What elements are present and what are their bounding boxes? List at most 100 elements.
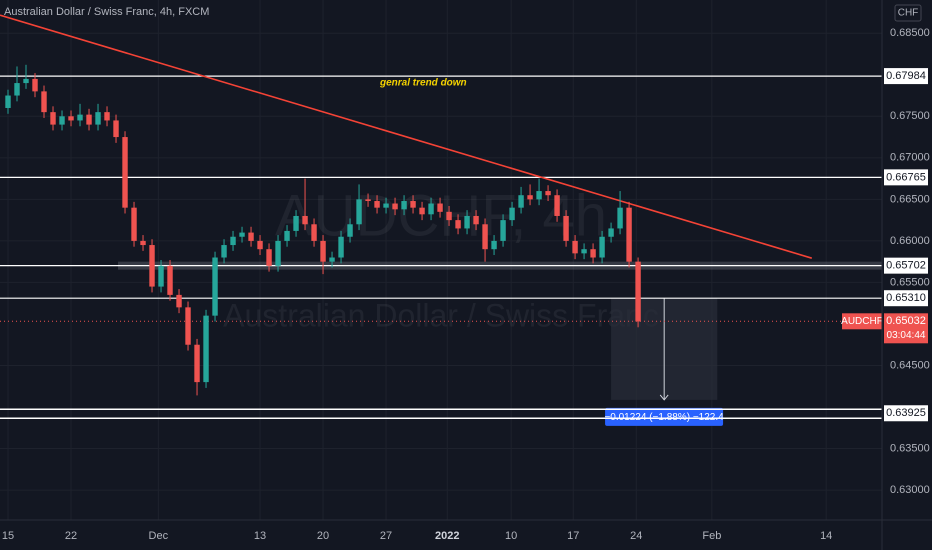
candle-body	[572, 240, 578, 254]
x-tick-label: 13	[254, 530, 266, 542]
candle-body	[374, 201, 380, 208]
candle-body	[131, 207, 137, 241]
candle-body	[617, 207, 623, 229]
y-tick-label: 0.64500	[890, 359, 930, 371]
candle-body	[518, 195, 524, 208]
candle-body	[365, 199, 371, 202]
watermark: AUDCHF, 4h	[275, 183, 607, 248]
candle-body	[23, 78, 29, 84]
candle-body	[626, 207, 632, 262]
candle-body	[329, 257, 335, 262]
y-tick-label: 0.67500	[890, 110, 930, 122]
candle-body	[428, 203, 434, 215]
watermark: Australian Dollar / Swiss Franc	[223, 297, 659, 333]
candle-body	[482, 224, 488, 250]
candle-body	[275, 240, 281, 266]
level-label: 0.65702	[886, 260, 926, 272]
candle-body	[50, 112, 56, 125]
candle-body	[104, 112, 110, 121]
candle-body	[347, 224, 353, 237]
candle-body	[635, 261, 641, 322]
candle-body	[554, 195, 560, 216]
measure-label-box	[605, 407, 724, 426]
candle-body	[464, 215, 470, 229]
candle-body	[86, 114, 92, 125]
candle-body	[149, 245, 155, 287]
candle-body	[536, 191, 542, 200]
candle-body	[455, 220, 461, 229]
x-tick-label: 27	[380, 530, 392, 542]
symbol-box	[842, 313, 882, 330]
candle-body	[176, 294, 182, 308]
y-tick-label: 0.68500	[890, 27, 930, 39]
trendline	[0, 14, 813, 259]
candle-body	[239, 232, 245, 237]
level-label-box	[884, 290, 928, 307]
candle-body	[401, 201, 407, 210]
candle-body	[320, 240, 326, 262]
candle-body	[563, 215, 569, 241]
candle-body	[419, 207, 425, 215]
candle-body	[302, 215, 308, 225]
candle-body	[14, 83, 20, 96]
candle-body	[185, 307, 191, 345]
candle-body	[284, 230, 290, 241]
candle-body	[5, 95, 11, 108]
level-label-box	[884, 169, 928, 186]
candle-body	[509, 207, 515, 221]
candle-body	[581, 249, 587, 254]
x-tick-label: 2022	[435, 530, 459, 542]
candle-body	[95, 112, 101, 125]
level-label: 0.65310	[886, 292, 926, 304]
x-tick-label: 14	[820, 530, 832, 542]
candle-body	[113, 120, 119, 138]
x-tick-label: Feb	[702, 530, 721, 542]
candle-body	[41, 91, 47, 113]
candle-body	[158, 265, 164, 287]
y-tick-label: 0.65500	[890, 276, 930, 288]
candle-body	[68, 116, 74, 121]
candle-body	[446, 211, 452, 221]
candle-body	[266, 249, 272, 266]
candle-body	[293, 215, 299, 231]
candle-body	[590, 249, 596, 258]
candle-body	[194, 344, 200, 383]
y-tick-label: 0.63000	[890, 484, 930, 496]
candle-body	[491, 240, 497, 250]
candle-body	[383, 203, 389, 208]
candle-body	[599, 236, 605, 258]
x-tick-label: Dec	[149, 530, 169, 542]
y-tick-label: 0.66500	[890, 193, 930, 205]
y-tick-label: 0.66000	[890, 235, 930, 247]
currency: CHF	[898, 8, 919, 19]
candle-body	[230, 236, 236, 246]
level-label: 0.66765	[886, 171, 926, 183]
candle-body	[32, 78, 38, 92]
x-tick-label: 15	[2, 530, 14, 542]
level-label: 0.63925	[886, 407, 926, 419]
level-label-box	[884, 257, 928, 274]
x-tick-label: 24	[630, 530, 642, 542]
candle-body	[140, 240, 146, 246]
measure-arrowhead	[659, 394, 669, 401]
countdown: 03:04:44	[887, 330, 926, 341]
candle-body	[311, 224, 317, 241]
currency-box	[894, 4, 922, 22]
x-tick-label: 22	[65, 530, 77, 542]
x-tick-label: 17	[567, 530, 579, 542]
candle-body	[221, 245, 227, 258]
candle-body	[257, 240, 263, 250]
x-tick-label: 20	[317, 530, 329, 542]
candle-body	[545, 191, 551, 196]
last-price-box	[884, 313, 928, 344]
level-label-box	[884, 405, 928, 422]
level-label: 0.67984	[886, 70, 926, 82]
candle-body	[473, 215, 479, 225]
candle-body	[356, 199, 362, 225]
candle-body	[338, 236, 344, 258]
annotation: genral trend down	[379, 78, 467, 89]
candle-body	[500, 220, 506, 241]
candle-body	[608, 228, 614, 237]
